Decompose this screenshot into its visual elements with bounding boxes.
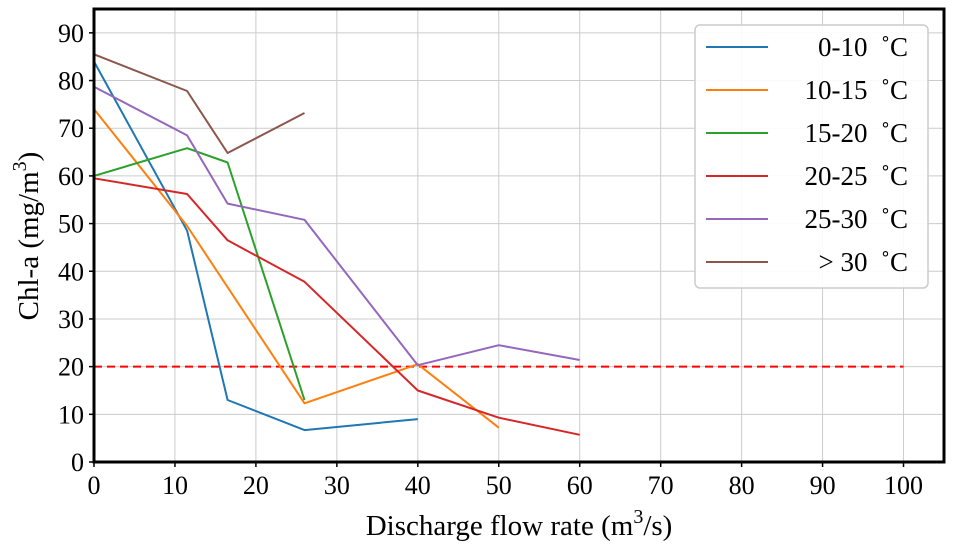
y-tick-label: 50 bbox=[58, 210, 84, 239]
x-axis-ticks: 0 10 20 30 40 50 60 70 80 90 100 bbox=[88, 462, 923, 500]
y-tick-label: 90 bbox=[58, 19, 84, 48]
x-tick-label: 80 bbox=[729, 471, 755, 500]
x-tick-label: 50 bbox=[486, 471, 512, 500]
y-tick-label: 40 bbox=[58, 257, 84, 286]
y-tick-label: 0 bbox=[71, 448, 84, 477]
x-tick-label: 20 bbox=[243, 471, 269, 500]
series-line-4 bbox=[93, 177, 580, 436]
legend: 0-10 ˚C 10-15 ˚C 15-20 ˚C 20-25 ˚C 25-30 ˚C >… bbox=[694, 24, 929, 289]
x-tick-label: 60 bbox=[567, 471, 593, 500]
legend-label: > 30 ˚C bbox=[819, 247, 908, 277]
series-line-6 bbox=[93, 53, 305, 154]
legend-label: 10-15 ˚C bbox=[805, 75, 909, 105]
y-tick-label: 70 bbox=[58, 114, 84, 143]
legend-label: 15-20 ˚C bbox=[805, 118, 909, 148]
y-axis-ticks: 0 10 20 30 40 50 60 70 80 90 bbox=[58, 19, 94, 477]
y-tick-label: 60 bbox=[58, 162, 84, 191]
legend-label: 0-10 ˚C bbox=[818, 32, 908, 62]
y-tick-label: 30 bbox=[58, 305, 84, 334]
plot-frame bbox=[92, 7, 946, 464]
x-tick-label: 0 bbox=[88, 471, 101, 500]
x-tick-label: 30 bbox=[324, 471, 350, 500]
y-axis-title: Chl-a (mg/m3) bbox=[9, 152, 45, 321]
y-tick-label: 10 bbox=[58, 400, 84, 429]
x-tick-label: 10 bbox=[162, 471, 188, 500]
series-line-2 bbox=[93, 108, 500, 429]
legend-label: 25-30 ˚C bbox=[805, 204, 909, 234]
x-tick-label: 90 bbox=[810, 471, 836, 500]
series-line-5 bbox=[93, 85, 580, 367]
y-tick-label: 80 bbox=[58, 67, 84, 96]
y-tick-label: 20 bbox=[58, 353, 84, 382]
x-tick-label: 70 bbox=[648, 471, 674, 500]
x-tick-label: 40 bbox=[405, 471, 431, 500]
series-line-3 bbox=[93, 147, 306, 401]
series-line-1 bbox=[93, 61, 418, 432]
series-layer bbox=[93, 53, 580, 436]
x-axis-title: Discharge flow rate (m3/s) bbox=[366, 506, 673, 542]
legend-label: 20-25 ˚C bbox=[805, 161, 909, 191]
x-tick-label: 100 bbox=[884, 471, 923, 500]
